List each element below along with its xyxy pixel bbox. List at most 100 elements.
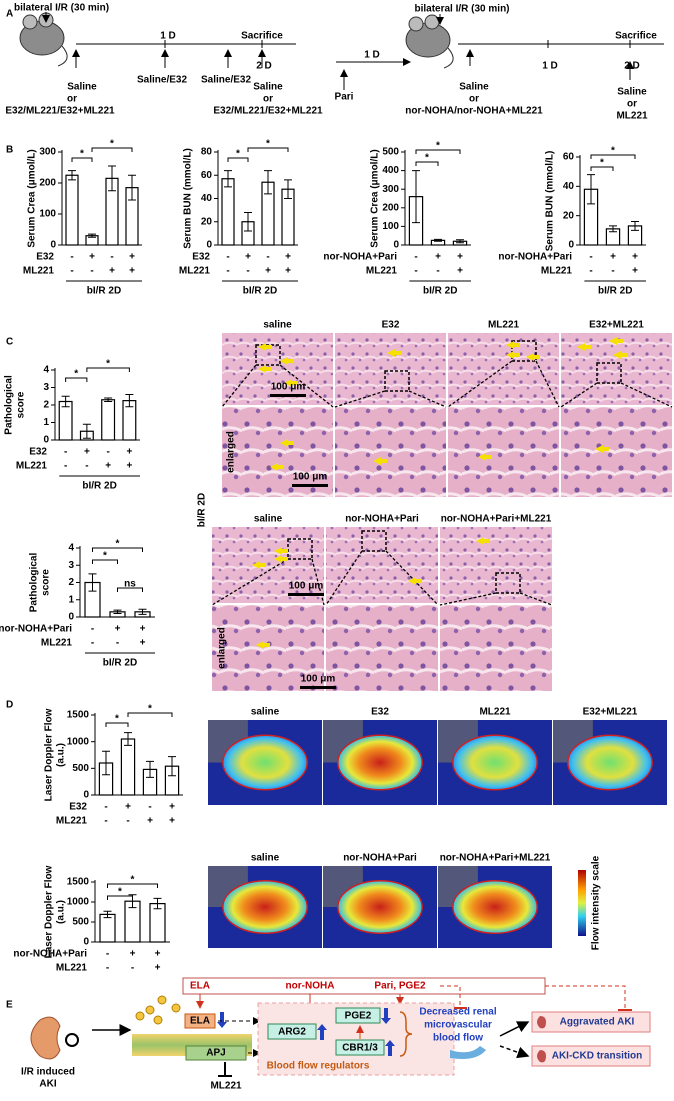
ela-ligand [135,1011,145,1021]
error-bar [609,225,617,233]
panel-label: B [6,145,13,156]
scale-bar [270,394,306,397]
group-sign: + [140,638,146,649]
significance-label: * [116,539,120,550]
panel-label: E [6,1000,13,1011]
yellow-arrow [609,337,623,345]
group-sign: + [265,266,271,277]
error-bar [103,910,112,919]
error-bar [82,423,91,439]
group-label: nor-NOHA+Pari [13,949,87,960]
bar [120,738,136,796]
scale-bar-label: 100 μm [289,581,324,592]
group-sign: - [106,963,109,974]
yellow-arrow [506,351,520,359]
panel-label: D [6,700,13,711]
group-sign: + [140,624,146,635]
panel-label: A [6,9,13,20]
group-sign: - [414,266,417,277]
significance-bracket [590,166,614,171]
yellow-arrow [408,577,422,585]
y-tick-label: 0 [568,240,574,251]
yellow-arrow [274,555,288,563]
dashed-inhibition [545,985,626,1010]
group-label: E32 [29,447,47,458]
image-label: nor-NOHA+Pari [345,514,419,525]
group-sign: + [147,816,153,827]
group-sign: + [125,802,131,813]
connector [408,390,447,408]
group-label: E32 [69,802,87,813]
x-axis-label: bI/R 2D [598,286,632,297]
y-tick-label: 1500 [67,877,90,888]
label: or [469,94,479,105]
label: Saline/E32 [137,75,187,86]
error-bar [412,170,420,224]
group-sign: + [84,447,90,458]
label: Blood flow regulators [267,1061,370,1072]
connector [560,382,598,408]
histology-enlarged [212,605,324,691]
up-arrow [385,1040,395,1056]
y-tick-label: 200 [382,202,399,213]
histology-enlarged [326,605,438,691]
panel-label: C [6,337,13,348]
error-bar [102,750,110,776]
label: Saline [459,82,489,93]
kidney-icon [30,1016,61,1060]
significance-label: * [148,704,152,715]
histology-image [448,333,559,405]
group-sign: - [85,461,88,472]
y-tick-label: 20 [201,216,213,227]
y-axis-label: Serum BUN (mmol/L) [545,151,556,252]
y-axis-label: Serum Crea (μmol/L) [27,149,38,247]
connector [499,1045,530,1059]
group-sign: - [414,252,417,263]
label: 1 D [160,31,176,42]
y-axis-label: Serum BUN (mmol/L) [183,148,194,249]
y-tick-label: 40 [563,181,575,192]
enlarged-label: enlarged [226,431,237,473]
error-bar [124,732,132,746]
label: Decreased renal [419,1007,496,1018]
significance-label: * [115,714,119,725]
y-tick-label: 400 [382,165,399,176]
mouse-ear [408,16,424,32]
zoom-box [511,340,537,362]
image-label: saline [254,514,283,525]
group-label: E32 [36,252,54,263]
connector [439,592,497,606]
group-sign: + [457,266,463,277]
group-sign: + [155,963,161,974]
pge2-box [335,1007,381,1024]
error-bar [284,179,292,199]
group-sign: + [129,266,135,277]
yellow-arrow [476,537,490,545]
scale-bar [292,484,328,487]
outcome-box [531,1045,651,1067]
label: or [263,94,273,105]
label: PGE2 [345,1011,372,1022]
group-sign: - [91,638,94,649]
significance-label: * [425,153,429,164]
group-label: nor-NOHA+Pari [498,252,572,263]
yellow-arrow [387,349,401,357]
label: AKI-CKD transition [552,1051,643,1062]
significance-label: * [118,887,122,898]
group-sign: + [285,252,291,263]
significance-bracket [105,722,129,727]
group-label: ML221 [16,461,48,472]
y-axis-label: score [41,569,52,596]
group-label: ML221 [541,266,573,277]
scale-bar [300,686,336,689]
error-bar [434,238,442,242]
image-label: E32+ML221 [589,320,644,331]
group-sign: + [245,252,251,263]
significance-label: * [106,359,110,370]
connector [279,364,334,408]
group-sign: - [91,624,94,635]
kidney-perfusion [452,880,538,934]
connector [447,360,513,408]
group-sign: + [632,252,638,263]
y-tick-label: 1 [43,417,49,428]
